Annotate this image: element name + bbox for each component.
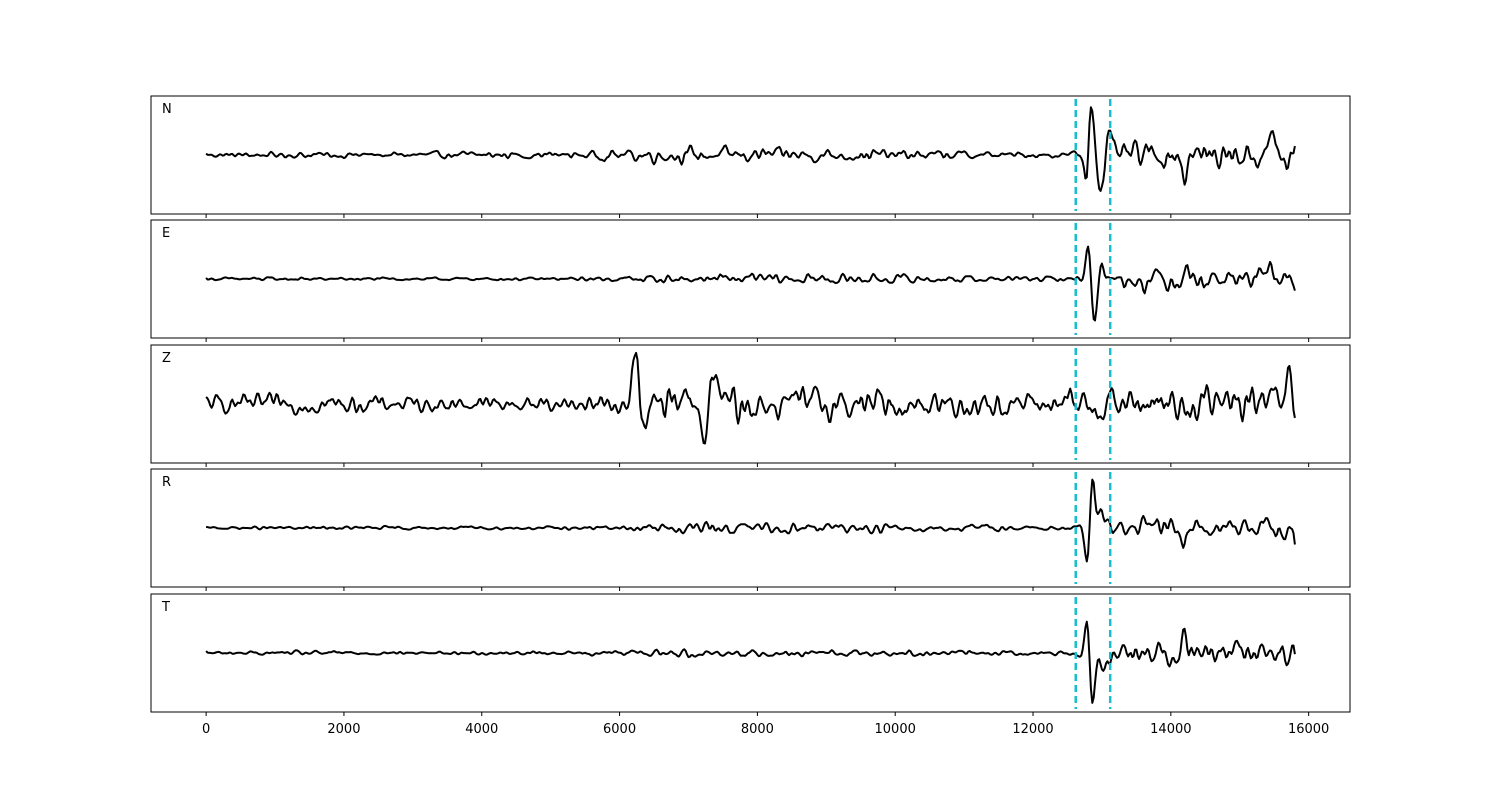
panel-R: R bbox=[150, 468, 1351, 591]
panel-frame bbox=[150, 95, 1351, 215]
x-tick-label: 14000 bbox=[1150, 722, 1191, 737]
x-tick-label: 16000 bbox=[1288, 722, 1329, 737]
panel-label: T bbox=[161, 600, 170, 615]
trace-panels: N E Z R T bbox=[150, 95, 1351, 716]
panel-frame bbox=[150, 344, 1351, 464]
panel-N: N bbox=[150, 95, 1351, 218]
x-tick-label: 10000 bbox=[875, 722, 916, 737]
waveform-R bbox=[205, 478, 1296, 563]
x-tick-label: 4000 bbox=[465, 722, 498, 737]
waveform-T bbox=[205, 620, 1296, 704]
waveform-Z bbox=[205, 351, 1296, 445]
panel-label: E bbox=[162, 226, 170, 241]
x-tick-label: 2000 bbox=[327, 722, 360, 737]
x-tick-label: 6000 bbox=[603, 722, 636, 737]
x-tick-label: 8000 bbox=[741, 722, 774, 737]
panel-E: E bbox=[150, 219, 1351, 342]
panel-Z: Z bbox=[150, 344, 1351, 467]
waveform-E bbox=[205, 245, 1296, 322]
x-tick-label: 0 bbox=[202, 722, 210, 737]
panel-label: N bbox=[162, 102, 172, 117]
panel-label: Z bbox=[162, 351, 171, 366]
waveform-N bbox=[205, 106, 1296, 192]
x-tick-label: 12000 bbox=[1012, 722, 1053, 737]
panel-label: R bbox=[162, 475, 171, 490]
panel-T: T bbox=[150, 593, 1351, 716]
x-axis: 0 2000 4000 6000 8000 10000 12000 14000 16000 bbox=[202, 722, 1329, 737]
